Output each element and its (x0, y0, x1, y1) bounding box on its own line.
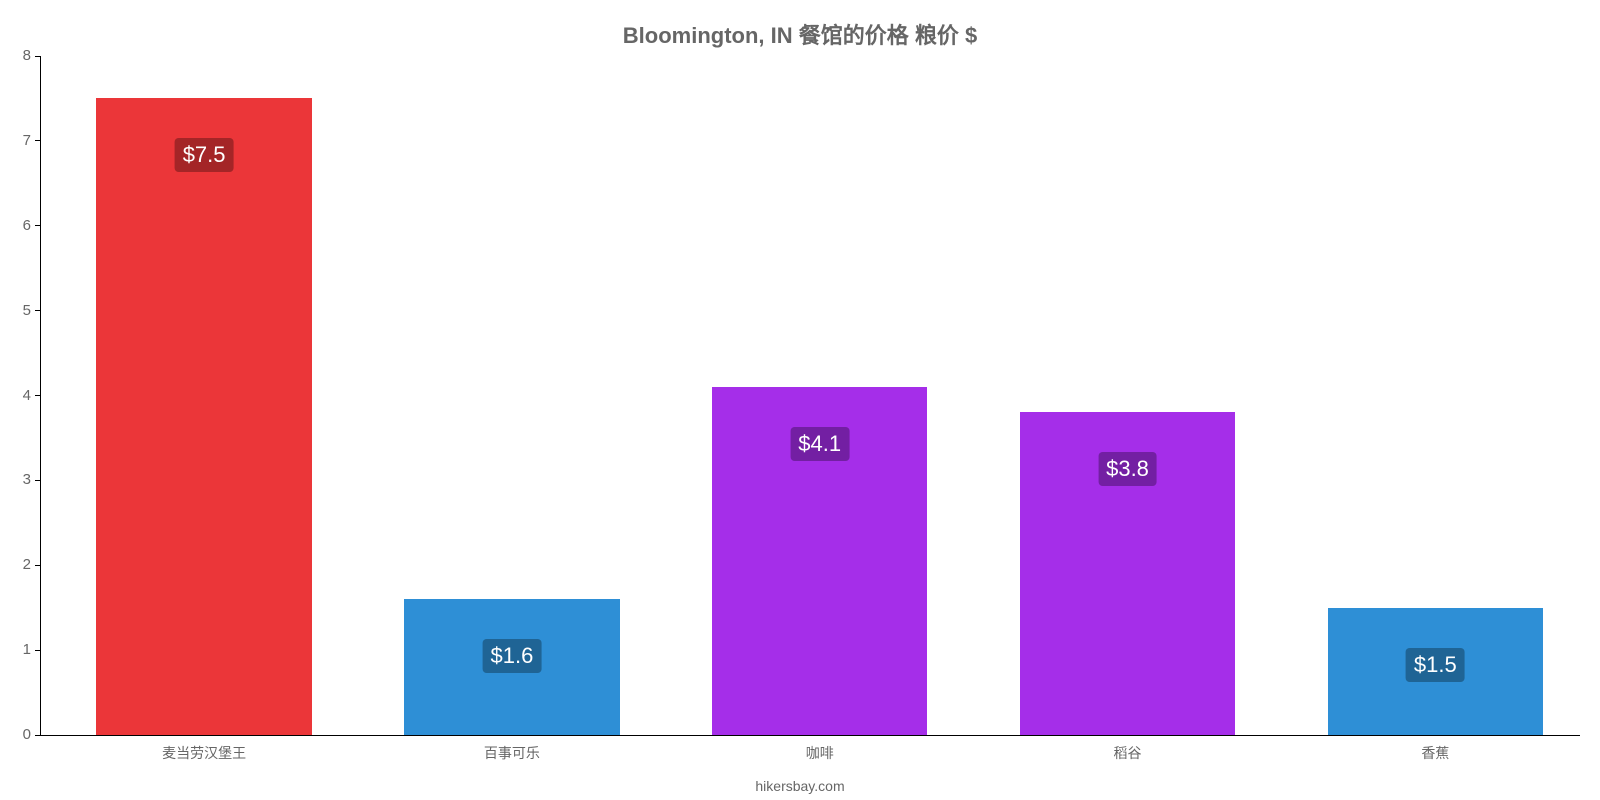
bar: $7.5 (96, 98, 311, 735)
plot-area: 012345678$7.5麦当劳汉堡王$1.6百事可乐$4.1咖啡$3.8稻谷$… (40, 56, 1580, 736)
y-tick-label: 7 (23, 132, 31, 149)
bar: $4.1 (712, 387, 927, 735)
y-tick-mark (35, 140, 41, 141)
bar-value-badge: $1.5 (1406, 648, 1465, 682)
y-tick-label: 1 (23, 641, 31, 658)
x-category-label: 麦当劳汉堡王 (36, 743, 371, 763)
y-tick-label: 5 (23, 302, 31, 319)
y-tick-label: 0 (23, 726, 31, 743)
x-category-label: 咖啡 (652, 743, 987, 763)
y-tick-label: 8 (23, 47, 31, 64)
bar: $1.5 (1328, 608, 1543, 735)
y-tick-mark (35, 480, 41, 481)
y-tick-mark (35, 650, 41, 651)
y-tick-mark (35, 225, 41, 226)
y-tick-label: 6 (23, 217, 31, 234)
y-tick-label: 2 (23, 556, 31, 573)
source-label: hikersbay.com (0, 778, 1600, 794)
y-tick-mark (35, 56, 41, 57)
bar: $3.8 (1020, 412, 1235, 735)
y-tick-label: 4 (23, 387, 31, 404)
y-tick-mark (35, 310, 41, 311)
bar-value-badge: $3.8 (1098, 452, 1157, 486)
y-tick-mark (35, 395, 41, 396)
price-bar-chart: Bloomington, IN 餐馆的价格 粮价 $ 012345678$7.5… (0, 0, 1600, 800)
chart-title: Bloomington, IN 餐馆的价格 粮价 $ (0, 18, 1600, 50)
y-tick-label: 3 (23, 471, 31, 488)
bar: $1.6 (404, 599, 619, 735)
bar-value-badge: $1.6 (483, 639, 542, 673)
bar-value-badge: $4.1 (790, 427, 849, 461)
bar-value-badge: $7.5 (175, 138, 234, 172)
x-category-label: 百事可乐 (344, 743, 679, 763)
x-category-label: 香蕉 (1268, 743, 1600, 763)
x-category-label: 稻谷 (960, 743, 1295, 763)
y-tick-mark (35, 565, 41, 566)
y-tick-mark (35, 735, 41, 736)
